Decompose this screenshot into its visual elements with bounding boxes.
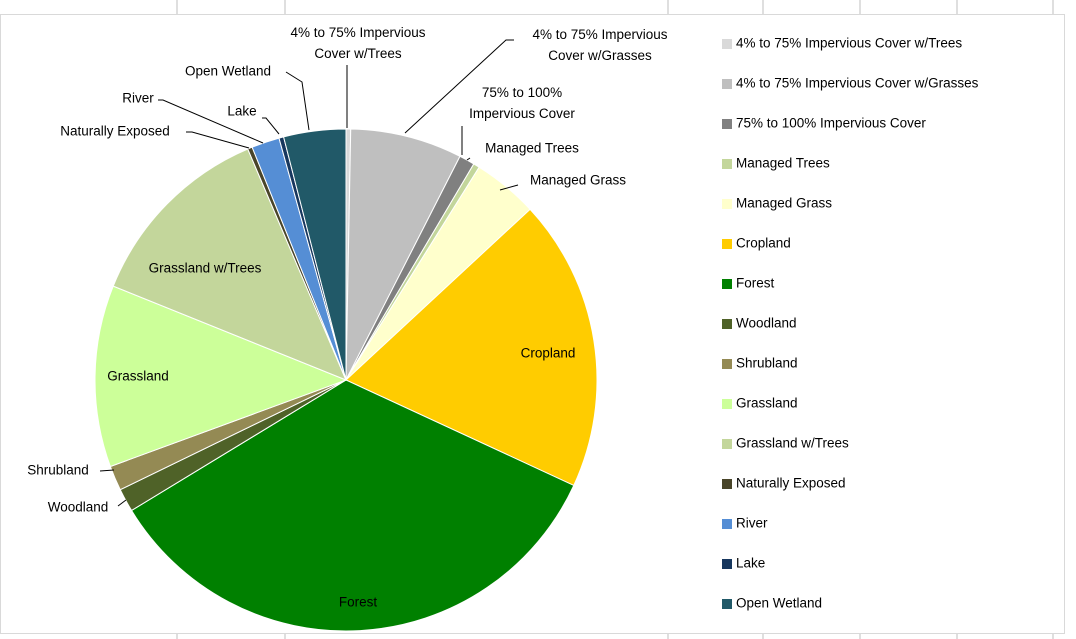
legend-label: Grassland	[736, 396, 798, 411]
data-label: Shrubland	[27, 463, 89, 478]
data-label: Grassland	[107, 369, 169, 384]
pie-slice	[345, 208, 598, 487]
sheet-gridlines	[176, 0, 1054, 639]
leader-line	[404, 39, 514, 134]
data-label: Woodland	[48, 500, 109, 515]
leader-line	[262, 117, 280, 135]
pie-slice	[130, 379, 575, 632]
legend-swatch	[722, 399, 732, 409]
legend-swatch	[722, 159, 732, 169]
data-label: Managed Grass	[530, 173, 626, 188]
legend-label: Naturally Exposed	[736, 476, 846, 491]
data-label: Managed Trees	[485, 141, 579, 156]
data-label: Naturally Exposed	[60, 124, 170, 139]
pie	[94, 128, 598, 632]
legend-label: Lake	[736, 556, 765, 571]
leader-line	[117, 499, 127, 507]
legend-label: Cropland	[736, 236, 791, 251]
legend-swatch	[722, 239, 732, 249]
legend-swatch	[722, 279, 732, 289]
legend: 4% to 75% Impervious Cover w/Trees 4% to …	[722, 36, 979, 611]
pie-slice	[345, 128, 461, 381]
legend-label: 75% to 100% Impervious Cover	[736, 116, 926, 131]
legend-label: Woodland	[736, 316, 797, 331]
legend-swatch	[722, 359, 732, 369]
data-label: 4% to 75% Impervious Cover w/Grasses	[532, 27, 667, 63]
legend-swatch	[722, 439, 732, 449]
data-label: Lake	[227, 104, 256, 119]
data-label: 4% to 75% Impervious Cover w/Trees	[290, 25, 425, 61]
pie-slice	[94, 285, 348, 468]
data-label: Open Wetland	[185, 64, 271, 79]
legend-label: Grassland w/Trees	[736, 436, 849, 451]
data-label: Grassland w/Trees	[149, 261, 262, 276]
pie-slice	[112, 148, 347, 381]
data-label: Cropland	[521, 346, 576, 361]
leader-line	[158, 99, 264, 144]
data-label: Forest	[339, 595, 378, 610]
legend-label: Managed Trees	[736, 156, 830, 171]
legend-label: Forest	[736, 276, 775, 291]
legend-label: 4% to 75% Impervious Cover w/Grasses	[736, 76, 979, 91]
legend-swatch	[722, 599, 732, 609]
legend-label: 4% to 75% Impervious Cover w/Trees	[736, 36, 962, 51]
legend-swatch	[722, 39, 732, 49]
legend-swatch	[722, 79, 732, 89]
legend-label: Managed Grass	[736, 196, 832, 211]
leader-line	[499, 184, 519, 191]
legend-label: River	[736, 516, 768, 531]
legend-label: Open Wetland	[736, 596, 822, 611]
legend-swatch	[722, 319, 732, 329]
leader-line	[99, 469, 115, 472]
leader-line	[186, 131, 250, 149]
legend-swatch	[722, 199, 732, 209]
leader-line	[285, 71, 310, 131]
legend-swatch	[722, 519, 732, 529]
pie-slice	[282, 128, 347, 381]
legend-label: Shrubland	[736, 356, 798, 371]
data-label: 75% to 100% Impervious Cover	[469, 85, 575, 121]
legend-swatch	[722, 559, 732, 569]
data-label: River	[122, 91, 154, 106]
legend-swatch	[722, 479, 732, 489]
data-labels: 4% to 75% Impervious Cover w/Trees 4% to 7…	[27, 25, 668, 610]
leader-line	[466, 157, 471, 161]
legend-swatch	[722, 119, 732, 129]
